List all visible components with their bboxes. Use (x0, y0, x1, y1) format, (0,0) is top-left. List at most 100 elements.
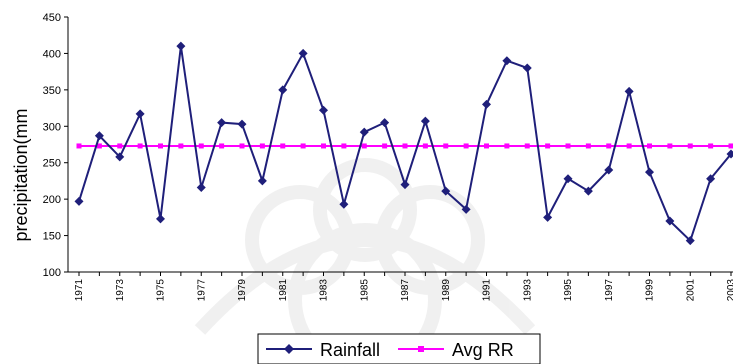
data-point-rainfall (645, 167, 654, 177)
data-point-avg-rr (585, 143, 591, 149)
x-tick-label: 1985 (359, 279, 370, 302)
x-tick-label: 1979 (237, 279, 248, 302)
data-point-rainfall (522, 63, 532, 73)
data-point-avg-rr (321, 143, 326, 149)
data-point-avg-rr (382, 143, 388, 149)
data-point-rainfall (176, 41, 186, 51)
x-tick-label: 1971 (74, 279, 85, 302)
data-point-rainfall (359, 127, 369, 137)
data-point-rainfall (94, 131, 104, 141)
y-axis-title: precipitation(mm (11, 108, 31, 241)
x-tick-label: 2001 (685, 279, 696, 302)
data-point-rainfall (502, 56, 512, 66)
data-point-avg-rr (545, 143, 551, 149)
data-point-rainfall (706, 174, 716, 184)
data-point-rainfall (237, 119, 247, 129)
data-point-rainfall (563, 174, 573, 184)
y-tick-label: 350 (43, 85, 61, 97)
legend-marker-avg-rr (418, 346, 424, 352)
data-point-avg-rr (443, 143, 449, 149)
data-point-rainfall (196, 182, 206, 192)
data-point-avg-rr (647, 143, 652, 149)
y-tick-label: 100 (43, 267, 61, 279)
x-tick-label: 1989 (441, 279, 452, 302)
y-tick-label: 200 (43, 194, 61, 206)
data-point-rainfall (380, 118, 390, 128)
x-tick-label: 1993 (522, 279, 533, 302)
x-tick-label: 1983 (319, 279, 330, 302)
data-point-rainfall (604, 165, 614, 175)
data-point-rainfall (543, 212, 553, 222)
y-tick-label: 300 (43, 121, 61, 133)
data-point-rainfall (400, 180, 410, 190)
x-tick-label: 1981 (278, 279, 289, 302)
data-point-avg-rr (402, 143, 408, 149)
y-tick-label: 450 (43, 12, 61, 24)
x-axis: 1971 1973 1975 1977 1979 1981 1983 1985 1987 1989… (74, 272, 733, 301)
data-point-avg-rr (708, 143, 714, 149)
x-tick-label: 1997 (604, 279, 615, 302)
series-layer (74, 41, 733, 246)
data-point-rainfall (685, 236, 695, 246)
data-point-avg-rr (259, 143, 265, 149)
data-point-avg-rr (687, 143, 693, 149)
data-point-avg-rr (361, 143, 367, 149)
data-point-avg-rr (667, 143, 673, 149)
data-point-avg-rr (728, 143, 733, 149)
data-point-avg-rr (565, 143, 571, 149)
data-point-avg-rr (280, 143, 286, 149)
data-point-avg-rr (341, 143, 347, 149)
y-tick-label: 400 (43, 48, 61, 60)
data-point-avg-rr (300, 143, 306, 149)
data-point-rainfall (217, 118, 227, 128)
x-tick-label: 2003 (726, 279, 733, 302)
data-point-avg-rr (626, 143, 632, 149)
data-point-avg-rr (504, 143, 510, 149)
data-point-rainfall (583, 186, 593, 196)
data-point-avg-rr (76, 143, 82, 149)
data-point-avg-rr (422, 143, 428, 149)
data-point-rainfall (156, 214, 165, 224)
data-point-avg-rr (178, 143, 184, 149)
data-point-rainfall (339, 199, 349, 209)
data-point-rainfall (420, 116, 430, 126)
x-tick-label: 1991 (482, 279, 493, 302)
data-point-avg-rr (239, 143, 245, 149)
data-point-rainfall (74, 196, 84, 206)
data-point-avg-rr (117, 143, 123, 149)
data-point-rainfall (115, 152, 125, 162)
data-point-rainfall (665, 216, 675, 226)
data-point-avg-rr (198, 143, 204, 149)
data-point-avg-rr (524, 143, 530, 149)
data-point-rainfall (257, 176, 267, 186)
y-tick-label: 250 (43, 158, 61, 170)
x-tick-label: 1973 (115, 279, 126, 302)
data-point-avg-rr (219, 143, 225, 149)
data-point-avg-rr (484, 143, 489, 149)
data-point-avg-rr (96, 143, 102, 149)
data-point-rainfall (482, 99, 491, 109)
legend-marker-rainfall (284, 344, 294, 354)
x-tick-label: 1987 (400, 279, 411, 302)
y-axis: 100 150 200 250 300 350 400 450 (43, 12, 68, 279)
data-point-rainfall (319, 105, 328, 115)
data-point-avg-rr (463, 143, 469, 149)
data-point-avg-rr (158, 143, 163, 149)
data-point-rainfall (726, 149, 733, 159)
data-point-rainfall (461, 204, 471, 214)
data-point-avg-rr (137, 143, 143, 149)
x-tick-label: 1999 (645, 279, 656, 302)
watermark-logo (194, 158, 536, 364)
y-tick-label: 150 (43, 231, 61, 243)
data-point-rainfall (135, 109, 145, 119)
data-point-rainfall (278, 85, 288, 95)
data-point-rainfall (441, 186, 451, 196)
x-tick-label: 1977 (196, 279, 207, 302)
legend: Rainfall Avg RR (257, 333, 541, 364)
x-tick-label: 1975 (156, 279, 167, 302)
legend-label-avg-rr: Avg RR (452, 340, 514, 360)
data-point-avg-rr (606, 143, 612, 149)
legend-label-rainfall: Rainfall (320, 340, 380, 360)
